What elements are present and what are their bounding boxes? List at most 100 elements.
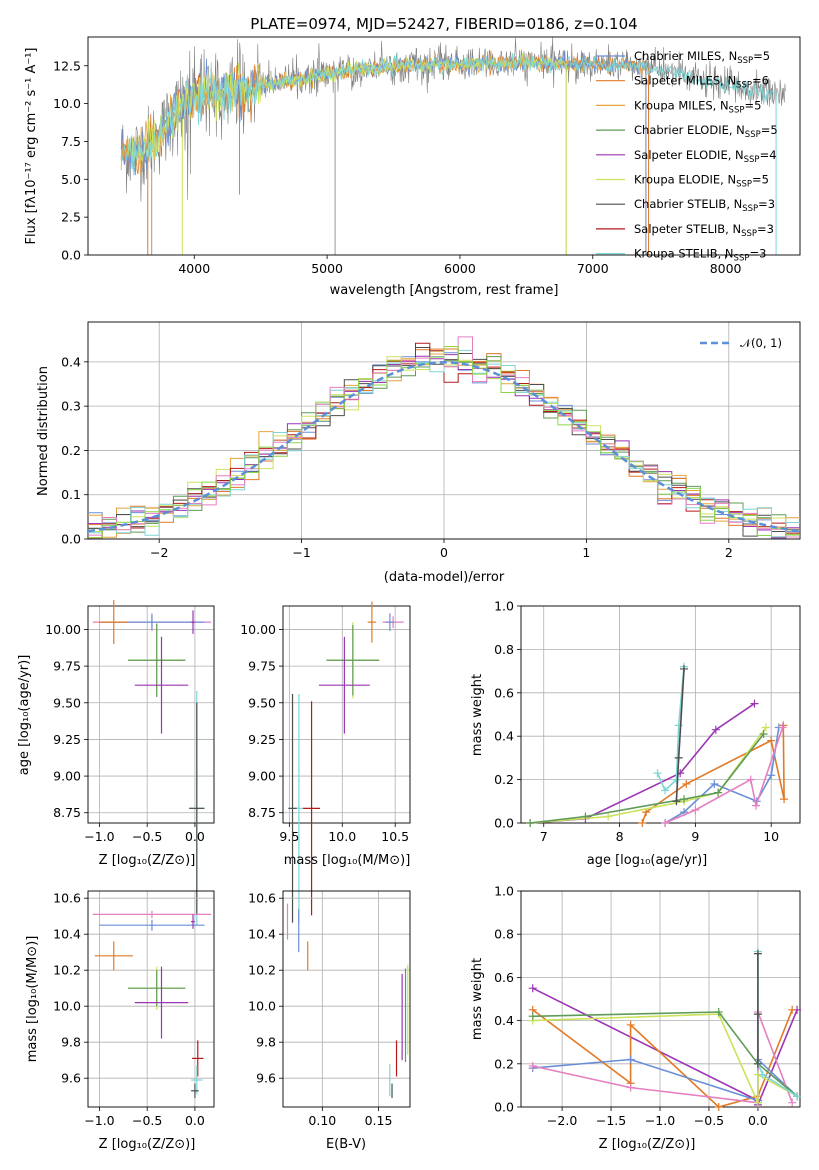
weight-point-7-1: [753, 1010, 762, 1019]
x-tick-label-2: 0.0: [185, 1113, 205, 1128]
spectrum-panel: PLATE=0974, MJD=52427, FIBERID=0186, z=0…: [24, 15, 801, 298]
mass-vs-z-plot: −1.0 −0.5 0.0 9.6 9.8 10.0 10.2 10.4 10.6: [53, 890, 215, 1128]
x-tick-label-1: −0.5: [132, 1113, 162, 1128]
weight-point-7-1: [674, 753, 683, 762]
weight-point-2-1: [626, 1055, 635, 1064]
y-tick-label-2: 10.0: [248, 999, 276, 1014]
residuals-legend: 𝒩(0, 1): [700, 336, 782, 350]
legend-label-sub-1: SSP: [736, 81, 752, 91]
weight-point-4-2: [753, 1098, 762, 1107]
weight-point-1-5: [788, 1005, 797, 1014]
legend-label-tail-4: =4: [760, 148, 777, 162]
legend-label-sub-3: SSP: [745, 130, 761, 140]
weight-vs-z-plot: −2.0 −1.5 −1.0 −0.5 0.0 0.0 0.2 0.4 0.6 0.8 1.0: [494, 884, 802, 1128]
legend-label-tail-1: =6: [752, 74, 769, 88]
weight-point-1-3: [682, 779, 691, 788]
weight-series-2: [664, 727, 780, 824]
axes-frame: [520, 890, 801, 1108]
weight-point-5-1: [714, 1007, 723, 1016]
y-tick-label-4: 9.75: [53, 659, 81, 674]
residual-histogram-green2: [88, 346, 800, 539]
y-tick-label-1: 9.00: [53, 769, 81, 784]
axes-frame: [87, 890, 215, 1108]
legend-label-2: Kroupa MILES, NSSP=5: [634, 98, 761, 115]
x-tick-label-4: 8000: [710, 261, 742, 276]
legend-label-tail-3: =5: [761, 123, 778, 137]
weight-point-7-2: [753, 1059, 762, 1068]
weight-vs-z-xlabel: Z [log₁₀(Z/Z⊙)]: [599, 1137, 696, 1152]
y-tick-label-2: 0.2: [61, 443, 81, 458]
weight-point-3-1: [752, 801, 761, 810]
spectrum-title: PLATE=0974, MJD=52427, FIBERID=0186, z=0…: [250, 15, 637, 33]
weight-point-0-1: [711, 725, 720, 734]
weight-point-1-3: [714, 1103, 723, 1111]
y-tick-label-0: 0.0: [61, 532, 81, 547]
y-tick-label-3: 0.6: [494, 685, 514, 700]
weight-point-3-4: [788, 1098, 797, 1107]
x-tick-label-2: 0: [440, 545, 448, 560]
x-tick-label-0: −1.0: [84, 829, 114, 844]
weight-vs-age-xlabel: age [log₁₀(age/yr)]: [587, 853, 708, 868]
legend-label-main-1: Salpeter MILES, N: [634, 74, 736, 88]
y-tick-label-0: 8.75: [248, 805, 276, 820]
weight-point-7-0: [753, 949, 762, 958]
y-tick-label-1: 2.5: [61, 210, 81, 225]
mass-vs-z-panel: −1.0 −0.5 0.0 9.6 9.8 10.0 10.2 10.4 10.6 Z [log…: [25, 890, 215, 1152]
legend-label-tail-5: =5: [752, 173, 769, 187]
legend-label-main-0: Chabrier MILES, N: [634, 49, 737, 63]
x-tick-label-3: −0.5: [694, 1113, 724, 1128]
observed-spectrum: [120, 37, 786, 202]
x-tick-label-0: −2: [150, 545, 168, 560]
weight-point-3-1: [626, 1083, 635, 1092]
weight-point-2-1: [767, 771, 776, 780]
x-tick-label-3: 7000: [577, 261, 609, 276]
axes-frame: [282, 605, 411, 824]
weight-point-5-1: [714, 788, 723, 797]
y-tick-label-4: 0.8: [494, 927, 514, 942]
weight-point-4-0: [761, 723, 770, 732]
y-tick-label-0: 0.0: [494, 1100, 514, 1115]
y-tick-label-5: 12.5: [53, 58, 81, 73]
y-tick-label-2: 0.4: [494, 1013, 514, 1028]
age-vs-mass-panel: 9.5 10.0 10.5 8.75 9.00 9.25 9.50 9.75 10.00 mas…: [240, 601, 411, 923]
weight-point-1-2: [626, 1020, 635, 1029]
legend-label-tail-2: =5: [744, 98, 761, 112]
x-tick-label-1: 10.0: [328, 829, 356, 844]
weight-point-5-0: [759, 730, 768, 739]
y-tick-label-1: 9.8: [256, 1035, 276, 1050]
y-tick-label-0: 8.75: [53, 805, 81, 820]
legend-label-sub-7: SSP: [741, 229, 757, 239]
weight-point-3-0: [528, 1061, 537, 1070]
legend-label-sub-4: SSP: [744, 155, 760, 165]
x-tick-label-3: 10: [763, 829, 779, 844]
weight-vs-age-panel: 7 8 9 10 0.0 0.2 0.4 0.6 0.8 1.0 age [log₁₀(age/y…: [470, 599, 801, 868]
y-tick-label-3: 0.6: [494, 970, 514, 985]
mass-vs-ebv-plot: 0.10 0.15 9.6 9.8 10.0 10.2 10.4 10.6: [248, 890, 411, 1128]
y-tick-label-4: 10.0: [53, 96, 81, 111]
weight-point-6-4: [653, 769, 662, 778]
y-tick-label-5: 1.0: [494, 599, 514, 614]
residuals-histograms: [87, 336, 801, 539]
spectrum-xlabel: wavelength [Angstrom, rest frame]: [330, 283, 559, 298]
legend-label-tail-6: =3: [758, 197, 775, 211]
weight-point-1-5: [638, 819, 647, 827]
y-tick-label-1: 9.8: [61, 1035, 81, 1050]
legend-label-6: Chabrier STELIB, NSSP=3: [634, 197, 775, 214]
legend-label-sub-2: SSP: [729, 105, 745, 115]
weight-point-1-1: [780, 795, 789, 804]
y-tick-label-4: 9.75: [248, 659, 276, 674]
y-tick-label-3: 10.2: [53, 963, 81, 978]
y-tick-label-3: 9.50: [248, 695, 276, 710]
y-tick-label-5: 10.6: [248, 891, 276, 906]
mass-vs-ebv-panel: 0.10 0.15 9.6 9.8 10.0 10.2 10.4 10.6 E(B-V): [248, 890, 411, 1152]
x-tick-label-2: 6000: [444, 261, 476, 276]
legend-label-sub-6: SSP: [742, 204, 758, 214]
axes-frame: [87, 321, 801, 540]
y-tick-label-2: 9.25: [53, 732, 81, 747]
x-tick-label-4: 2: [725, 545, 733, 560]
y-tick-label-2: 10.0: [53, 999, 81, 1014]
legend-label-main-2: Kroupa MILES, N: [634, 98, 729, 112]
axes-frame: [520, 605, 801, 824]
spectrum-clip-group: [120, 37, 786, 255]
